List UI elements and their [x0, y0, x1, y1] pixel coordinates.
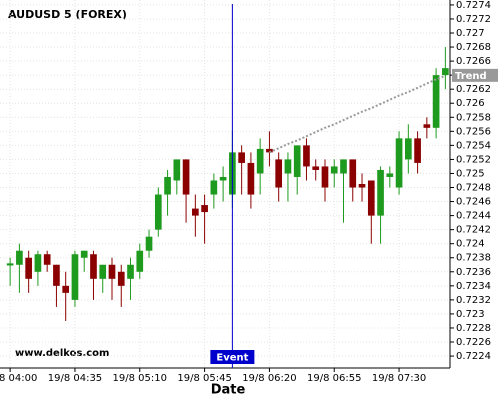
y-tick-label: 0.7228	[456, 323, 491, 334]
candle-body	[349, 159, 357, 188]
candle-body	[432, 75, 440, 128]
candle-body	[247, 162, 255, 195]
candle-body	[266, 148, 273, 153]
candle-body	[201, 205, 208, 213]
candle-body	[173, 159, 181, 181]
y-tick-label: 0.7234	[456, 281, 491, 292]
y-tick-label: 0.7248	[456, 183, 491, 194]
candle-body	[127, 264, 134, 279]
x-tick-label: 19/8 05:45	[177, 373, 231, 384]
x-tick-label: 19/8 07:30	[372, 373, 426, 384]
candle-body	[145, 236, 153, 251]
x-tick-label: 19/8 04:35	[48, 373, 102, 384]
y-tick-label: 0.7254	[456, 140, 491, 151]
x-tick-label: 19/8 05:10	[113, 373, 167, 384]
candle-body	[395, 138, 403, 188]
y-tick-label: 0.7242	[456, 225, 491, 236]
candle-body	[423, 124, 431, 128]
y-tick-label: 0.7236	[456, 267, 491, 278]
y-tick-label: 0.7238	[456, 253, 491, 264]
candle-body	[386, 173, 394, 177]
candle-body	[90, 254, 97, 279]
trend-label: Trend	[455, 71, 487, 82]
event-label-bg	[210, 350, 255, 364]
candle-body	[164, 176, 171, 195]
trend-line	[269, 74, 446, 154]
y-tick-label: 0.7232	[456, 295, 491, 306]
y-tick-label: 0.7256	[456, 126, 491, 137]
y-tick-label: 0.727	[456, 28, 485, 39]
trend-label-bg	[452, 68, 498, 82]
candle-body	[34, 254, 42, 272]
x-tick-label: 19/8 06:20	[242, 373, 296, 384]
candle-body	[358, 184, 366, 188]
y-tick-label: 0.7252	[456, 154, 491, 165]
candle-body	[16, 250, 23, 265]
y-tick-label: 0.7258	[456, 112, 491, 123]
chart-title: AUDUSD 5 (FOREX)	[8, 8, 127, 21]
x-axis-title: Date	[211, 383, 246, 398]
candle-body	[414, 138, 421, 163]
y-tick-label: 0.7272	[456, 14, 491, 25]
candle-body	[404, 138, 412, 160]
candle-body	[6, 263, 14, 266]
candle-body	[377, 169, 384, 216]
candle-body	[80, 250, 88, 258]
candle-body	[340, 159, 347, 174]
y-tick-label: 0.726	[456, 98, 485, 109]
x-tick-label: 19/8 06:55	[307, 373, 361, 384]
candle-body	[330, 166, 338, 174]
candle-body	[43, 254, 51, 265]
y-tick-label: 0.7274	[456, 0, 491, 11]
candle-body	[219, 176, 227, 181]
y-tick-label: 0.7224	[456, 351, 491, 362]
y-tick-label: 0.7246	[456, 197, 491, 208]
candle-body	[182, 159, 190, 195]
candle-body	[154, 194, 162, 230]
candle-body	[303, 145, 310, 167]
y-tick-label: 0.7268	[456, 42, 491, 53]
candle-body	[53, 264, 60, 286]
candle-body	[275, 159, 283, 188]
y-tick-label: 0.724	[456, 239, 485, 250]
watermark: www.delkos.com	[15, 348, 109, 359]
y-tick-label: 0.7266	[456, 56, 491, 67]
candle-body	[25, 257, 32, 279]
candle-body	[442, 68, 449, 76]
candle-body	[62, 285, 70, 293]
candle-body	[293, 145, 301, 177]
x-tick-label: 19/8 04:00	[0, 373, 37, 384]
event-label: Event	[216, 353, 248, 364]
candle-body	[108, 264, 116, 279]
y-tick-label: 0.723	[456, 309, 485, 320]
candle-body	[136, 250, 144, 272]
candle-body	[99, 264, 107, 279]
y-tick-label: 0.7262	[456, 84, 491, 95]
candle-body	[312, 166, 320, 170]
candle-body	[117, 271, 125, 286]
candle-body	[192, 208, 199, 216]
candle-body	[71, 254, 79, 300]
candle-body	[210, 180, 218, 195]
candle-body	[284, 159, 292, 174]
y-tick-label: 0.7226	[456, 337, 491, 348]
candle-body	[367, 180, 375, 216]
candle-body	[256, 148, 264, 174]
y-tick-label: 0.725	[456, 168, 485, 179]
candle-body	[238, 152, 245, 163]
y-tick-label: 0.7244	[456, 211, 491, 222]
candle-body	[321, 166, 329, 188]
